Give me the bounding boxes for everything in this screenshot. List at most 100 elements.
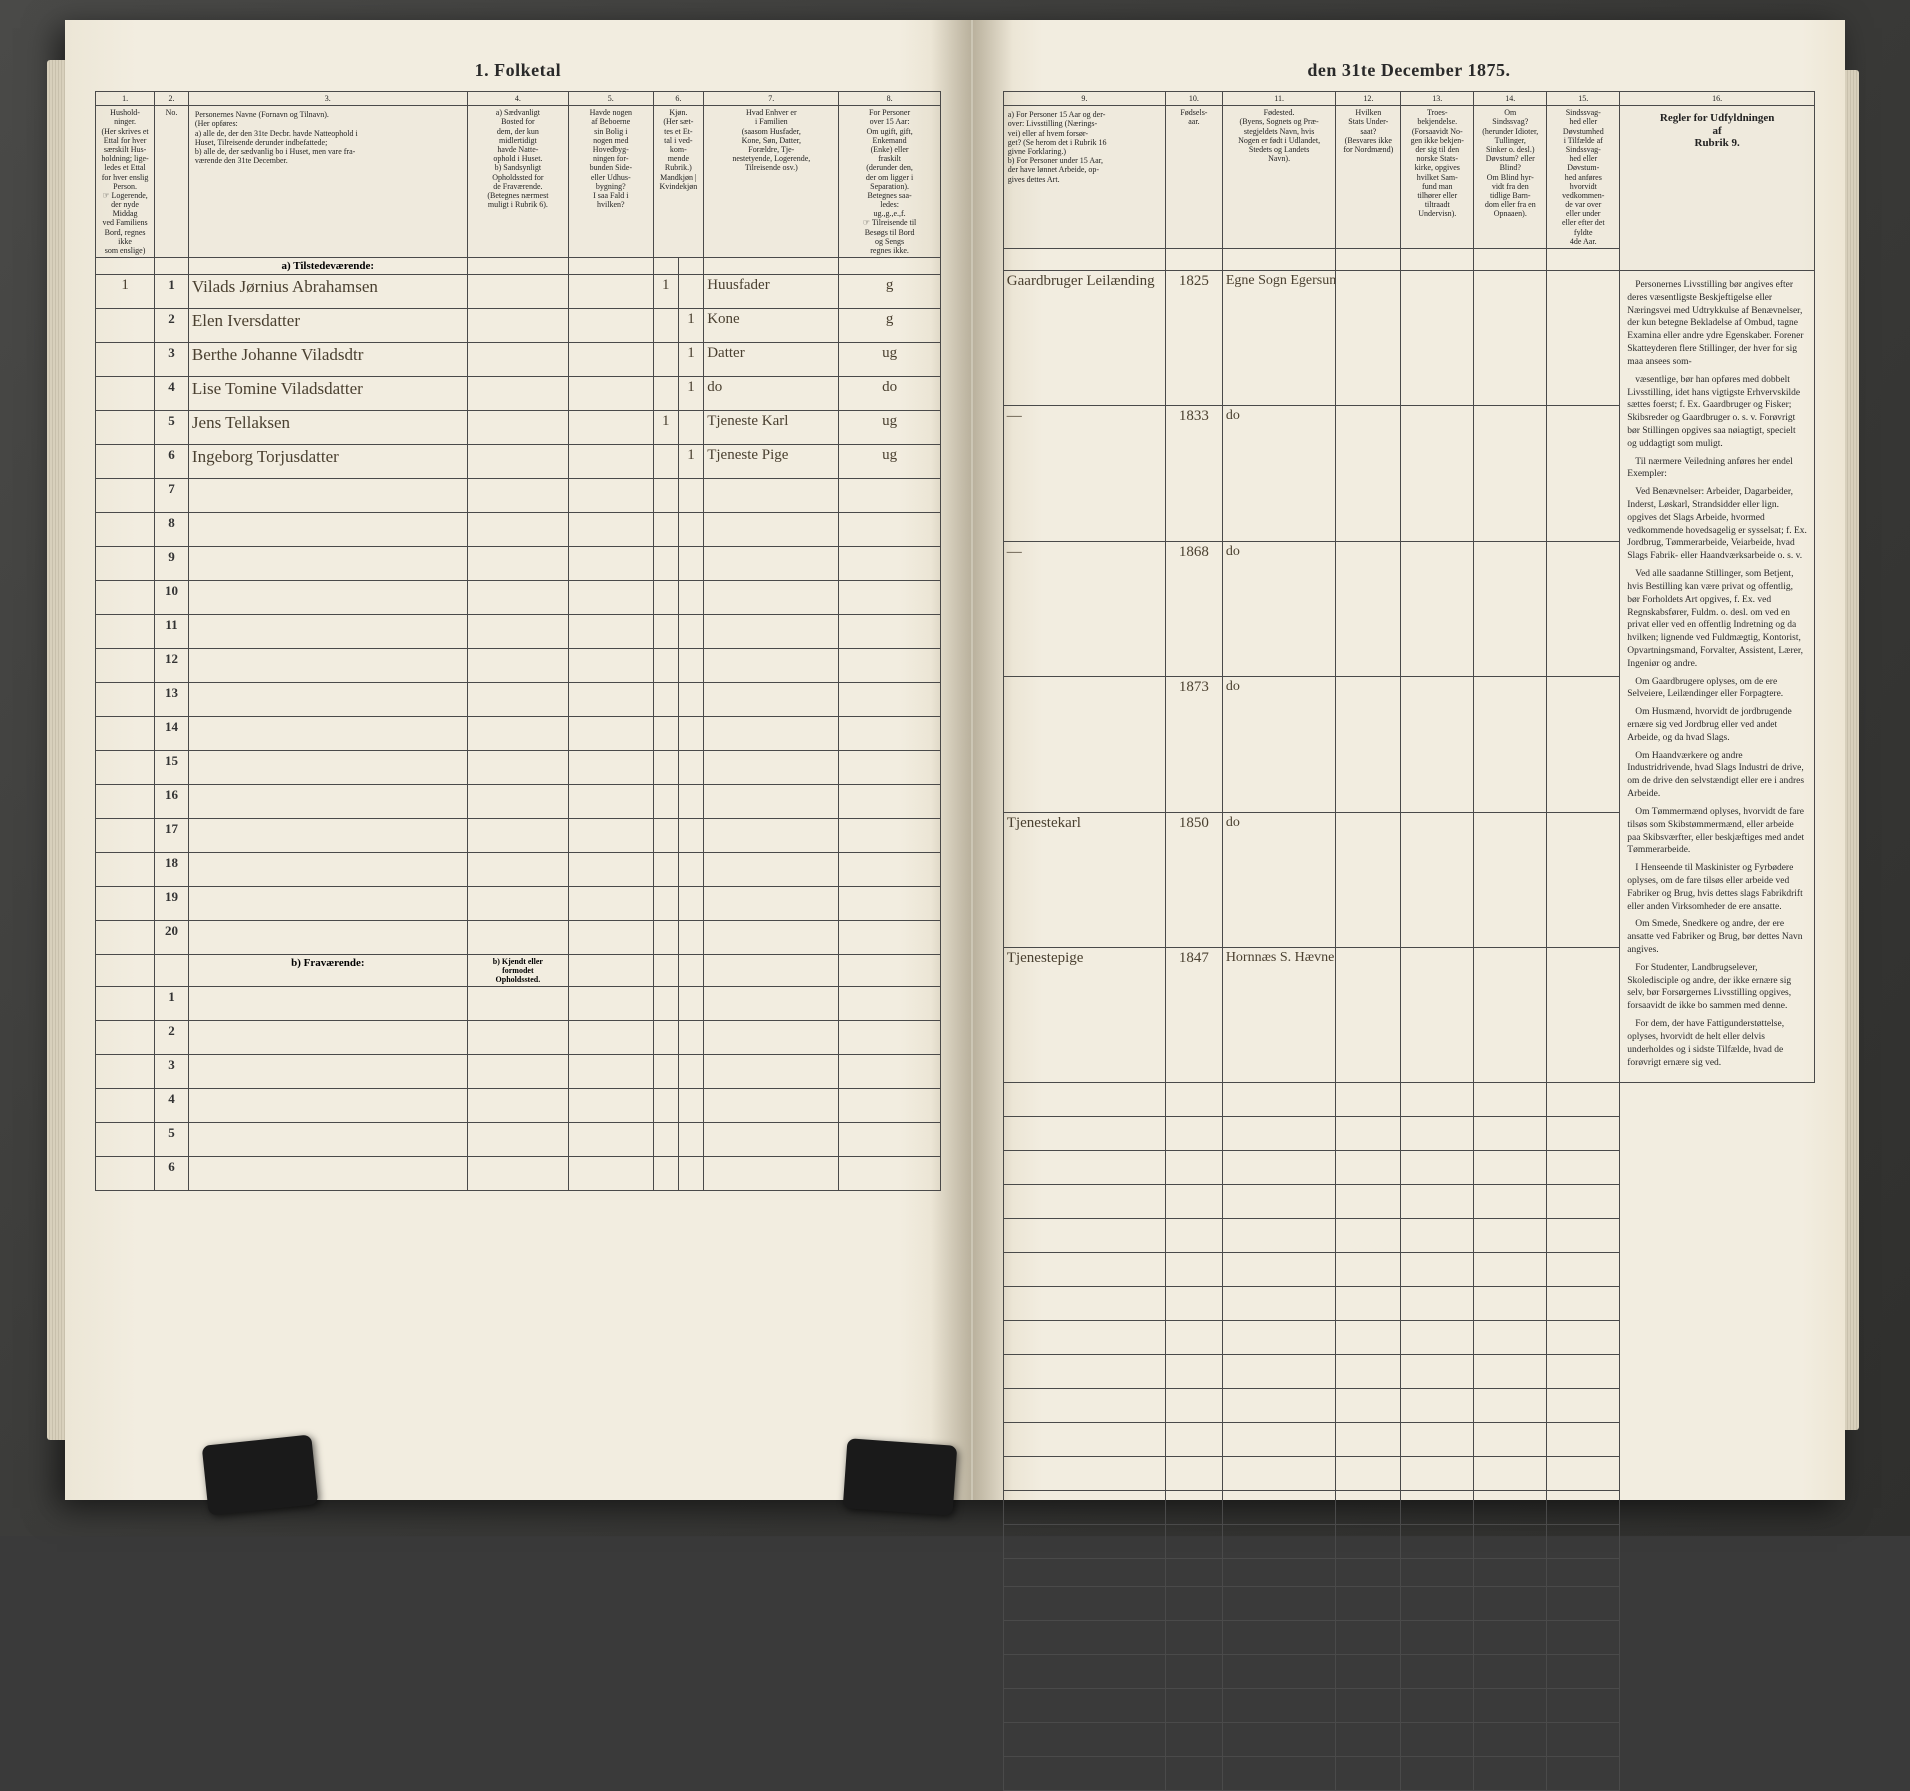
cell-rownum: 5: [155, 1123, 189, 1157]
table-row: 4Lise Tomine Viladsdatter1dodo: [96, 377, 941, 411]
hdr-birthplace: Fødested. (Byens, Sognets og Præ- stegje…: [1222, 106, 1336, 249]
cell-birthyear: 1847: [1166, 947, 1223, 1082]
cell-household: [96, 377, 155, 411]
table-row: [1003, 1321, 1814, 1355]
table-row: [1003, 1083, 1814, 1117]
table-row: 18: [96, 853, 941, 887]
cell-name: Elen Iversdatter: [188, 309, 467, 343]
cell-citizenship: [1336, 271, 1401, 406]
cell-residence: [467, 445, 568, 479]
cell-outbuilding: [569, 411, 653, 445]
table-row: 17: [96, 819, 941, 853]
colnum-10: 10.: [1166, 92, 1223, 106]
cell-birthplace: Egne Sogn Egersunds P.: [1222, 271, 1336, 406]
cell-disability: [1474, 812, 1547, 947]
cell-rownum: 4: [155, 1089, 189, 1123]
cell-residence: [467, 343, 568, 377]
cell-citizenship: [1336, 406, 1401, 541]
colnum-2: 2.: [155, 92, 189, 106]
cell-rownum: 9: [155, 547, 189, 581]
page-title-left: 1. Folketal: [95, 60, 941, 81]
cell-outbuilding: [569, 445, 653, 479]
cell-religion: [1401, 947, 1474, 1082]
section-a-label: a) Tilstedeværende:: [188, 258, 467, 275]
colnum-6: 6.: [653, 92, 704, 106]
cell-rownum: 6: [155, 1157, 189, 1191]
colnum-7: 7.: [704, 92, 839, 106]
cell-rownum: 8: [155, 513, 189, 547]
cell-rownum: 16: [155, 785, 189, 819]
right-page: den 31te December 1875. 9. 10. 11. 12. 1…: [973, 20, 1845, 1500]
hdr-disability: Om Sindssvag? (herunder Idioter, Tulling…: [1474, 106, 1547, 249]
table-row: [1003, 1491, 1814, 1525]
cell-disability: [1474, 541, 1547, 676]
hdr-religion: Troes- bekjendelse. (Forsaavidt No- gen …: [1401, 106, 1474, 249]
cell-sex-f: 1: [678, 309, 703, 343]
hdr-household: Hushold- ninger. (Her skrives et Ettal f…: [96, 106, 155, 258]
cell-name: Vilads Jørnius Abrahamsen: [188, 275, 467, 309]
cell-rownum: 11: [155, 615, 189, 649]
table-row: 6: [96, 1157, 941, 1191]
hdr-no: No.: [155, 106, 189, 258]
table-row: 8: [96, 513, 941, 547]
table-row: [1003, 1757, 1814, 1791]
cell-relation: do: [704, 377, 839, 411]
cell-birthplace: Hornnæs S. Hævnesdal.: [1222, 947, 1336, 1082]
cell-occupation: Gaardbruger Leilænding: [1003, 271, 1165, 406]
cell-sex-m: [653, 343, 678, 377]
table-row: 11: [96, 615, 941, 649]
rules-heading: Regler for Udfyldningen af Rubrik 9.: [1620, 106, 1814, 150]
colnum-8: 8.: [839, 92, 940, 106]
cell-disability-age: [1547, 541, 1620, 676]
cell-disability: [1474, 406, 1547, 541]
page-stack-left: [47, 60, 65, 1440]
cell-marital: g: [839, 275, 940, 309]
cell-name: Jens Tellaksen: [188, 411, 467, 445]
cell-birthplace: do: [1222, 406, 1336, 541]
table-row: 16: [96, 785, 941, 819]
cell-birthyear: 1873: [1166, 677, 1223, 812]
table-row: 19: [96, 887, 941, 921]
binder-clip-right: [843, 1438, 958, 1516]
left-page: 1. Folketal 1. 2. 3. 4. 5. 6. 7. 8.: [65, 20, 973, 1500]
cell-disability-age: [1547, 947, 1620, 1082]
colnum-9: 9.: [1003, 92, 1165, 106]
section-a-row: a) Tilstedeværende:: [96, 258, 941, 275]
cell-sex-f: 1: [678, 445, 703, 479]
rules-cell: Personernes Livsstilling bør angives eft…: [1620, 271, 1815, 1083]
cell-residence: [467, 309, 568, 343]
table-row: [1003, 1389, 1814, 1423]
cell-rownum: 19: [155, 887, 189, 921]
cell-sex-f: 1: [678, 343, 703, 377]
cell-rownum: 6: [155, 445, 189, 479]
cell-sex-m: [653, 377, 678, 411]
table-row: [1003, 1587, 1814, 1621]
cell-outbuilding: [569, 309, 653, 343]
cell-rownum: 2: [155, 309, 189, 343]
cell-disability-age: [1547, 406, 1620, 541]
cell-rownum: 17: [155, 819, 189, 853]
table-row: Gaardbruger Leilænding1825Egne Sogn Eger…: [1003, 271, 1814, 406]
cell-residence: [467, 275, 568, 309]
cell-sex-m: [653, 309, 678, 343]
cell-outbuilding: [569, 343, 653, 377]
cell-occupation: Tjenestepige: [1003, 947, 1165, 1082]
cell-rownum: 3: [155, 343, 189, 377]
hdr-family-pos: Hvad Enhver er i Familien (saasom Husfad…: [704, 106, 839, 258]
cell-rownum: 12: [155, 649, 189, 683]
table-row: [1003, 1253, 1814, 1287]
cell-rownum: 7: [155, 479, 189, 513]
cell-birthplace: do: [1222, 541, 1336, 676]
table-row: 7: [96, 479, 941, 513]
cell-rownum: 10: [155, 581, 189, 615]
hdr-rules: Regler for Udfyldningen af Rubrik 9.: [1620, 106, 1815, 271]
left-table: 1. 2. 3. 4. 5. 6. 7. 8. Hushold- ninger.…: [95, 91, 941, 1191]
cell-religion: [1401, 677, 1474, 812]
cell-birthyear: 1850: [1166, 812, 1223, 947]
table-row: 14: [96, 717, 941, 751]
cell-religion: [1401, 541, 1474, 676]
header-row-r: a) For Personer 15 Aar og der- over: Liv…: [1003, 106, 1814, 249]
section-b-row: b) Fraværende: b) Kjendt eller formodet …: [96, 955, 941, 987]
table-row: [1003, 1525, 1814, 1559]
colnum-15: 15.: [1547, 92, 1620, 106]
